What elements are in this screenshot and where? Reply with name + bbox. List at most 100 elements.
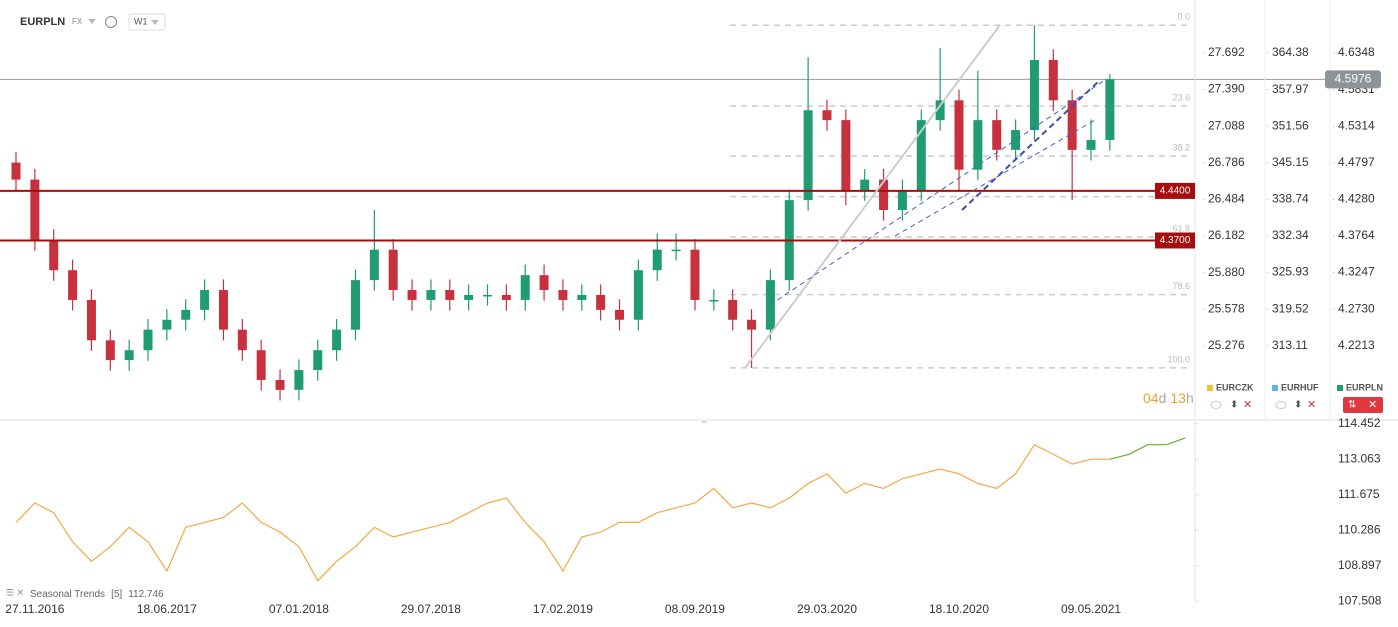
- y-tick-label: 313.11: [1272, 338, 1308, 352]
- y-tick-label: 113.063: [1338, 451, 1381, 465]
- move-icon[interactable]: ⬍: [1294, 400, 1302, 411]
- candle-body: [332, 329, 342, 351]
- candle-body: [313, 350, 323, 371]
- candle-body: [935, 100, 945, 121]
- move-icon[interactable]: ⇅: [1348, 400, 1356, 411]
- candle-body: [350, 280, 360, 330]
- countdown: 04d 13h: [1143, 390, 1194, 406]
- interval-box[interactable]: [128, 13, 166, 31]
- candle-body: [275, 379, 285, 390]
- move-icon[interactable]: ⬍: [1230, 400, 1238, 411]
- close-icon[interactable]: ✕: [1307, 399, 1316, 411]
- market: FX: [72, 17, 83, 26]
- candle-body: [841, 120, 851, 191]
- legend-label: EURPLN: [1346, 382, 1383, 392]
- x-tick-label: 18.06.2017: [137, 602, 197, 616]
- candle-body: [596, 294, 606, 310]
- candle-body: [237, 329, 247, 351]
- y-tick-label: 4.2730: [1338, 301, 1375, 315]
- candle-body: [1048, 59, 1058, 101]
- y-tick-label: 325.93: [1272, 265, 1309, 279]
- indicator-parameter: [5]: [111, 589, 122, 600]
- dropdown-icon[interactable]: [88, 19, 96, 24]
- candle-body: [709, 299, 719, 302]
- y-tick-label: 319.52: [1272, 301, 1309, 315]
- info-icon[interactable]: [105, 16, 117, 28]
- candle-body: [68, 270, 78, 300]
- candle-body: [728, 299, 738, 320]
- eye-icon[interactable]: [1210, 401, 1222, 409]
- panel-icons[interactable]: ☰ ✕: [6, 587, 24, 597]
- legend-label: EURCZK: [1216, 382, 1254, 392]
- trend-line: [894, 119, 1096, 237]
- y-tick-label: 25.578: [1208, 301, 1245, 315]
- y-tick-label: 26.484: [1208, 192, 1245, 206]
- level-tag: [1155, 182, 1195, 199]
- hours-unit: h: [1186, 390, 1194, 406]
- candle-body: [218, 290, 228, 330]
- legend-label: EURHUF: [1281, 382, 1319, 392]
- y-tick-label: 108.897: [1338, 558, 1382, 572]
- candle-body: [143, 329, 153, 351]
- y-tick-label: 27.088: [1208, 118, 1245, 132]
- candle-body: [822, 110, 832, 121]
- legend-swatch: [1207, 385, 1213, 391]
- close-icon[interactable]: ✕: [1243, 399, 1252, 411]
- candle-body: [105, 340, 115, 361]
- y-tick-label: 4.4280: [1338, 192, 1375, 206]
- candle-body: [1086, 139, 1096, 150]
- y-tick-label: 107.508: [1338, 593, 1382, 607]
- candle-body: [256, 350, 266, 380]
- y-tick-label: 114.452: [1338, 416, 1381, 430]
- dropdown-icon[interactable]: [151, 20, 159, 25]
- close-icon[interactable]: ✕: [1368, 399, 1377, 411]
- hours: 13: [1170, 390, 1186, 406]
- fib-label: 0.0: [1177, 12, 1190, 22]
- legend-controls: ⬍ ✕ ⬍ ✕ ⇅ ✕: [1210, 397, 1383, 413]
- resize-handle[interactable]: ‗: [701, 414, 707, 423]
- candle-body: [86, 299, 96, 341]
- level-label: 4.4400: [1160, 186, 1191, 197]
- candle-body: [577, 294, 587, 300]
- y-tick-label: 4.2213: [1338, 338, 1375, 352]
- y-tick-label: 4.3247: [1338, 265, 1375, 279]
- candle-body: [539, 275, 549, 291]
- candle-body: [954, 100, 964, 170]
- active-box[interactable]: [1343, 397, 1383, 413]
- candle-body: [162, 319, 172, 330]
- trend-line: [744, 24, 1001, 369]
- legend-swatch: [1337, 385, 1343, 391]
- x-tick-label: 18.10.2020: [929, 602, 989, 616]
- candle-body: [464, 294, 474, 300]
- x-tick-label: 27.11.2016: [5, 602, 64, 616]
- fib-label: 100.0: [1167, 354, 1190, 364]
- fib-label: 61.8: [1172, 223, 1190, 233]
- candle-body: [426, 290, 436, 300]
- interval: W1: [134, 16, 148, 26]
- candle-body: [860, 179, 870, 191]
- eye-icon[interactable]: [1275, 401, 1287, 409]
- indicator-value: 112.746: [128, 589, 164, 600]
- candle-body: [879, 179, 889, 211]
- candle-body: [747, 319, 757, 330]
- candle-body: [501, 294, 511, 300]
- y-tick-label: 25.880: [1208, 265, 1245, 279]
- x-tick-label: 29.03.2020: [797, 602, 857, 616]
- y-tick-label: 25.276: [1208, 338, 1245, 352]
- last-price-tag: [1325, 70, 1381, 89]
- trend-line: [769, 79, 1106, 306]
- y-tick-label: 27.390: [1208, 82, 1245, 96]
- x-tick-label: 17.02.2019: [533, 602, 593, 616]
- indicator-label: Seasonal Trends [5] 112.746: [30, 589, 164, 600]
- candle-body: [200, 290, 210, 310]
- candle-body: [803, 110, 813, 201]
- y-tick-label: 345.15: [1272, 155, 1309, 169]
- level-tag: [1155, 232, 1195, 249]
- y-tick-label: 26.786: [1208, 155, 1245, 169]
- candle-body: [615, 309, 625, 320]
- x-tick-label: 29.07.2018: [401, 602, 461, 616]
- y-tick-label: 4.5314: [1338, 118, 1375, 132]
- candle-body: [671, 249, 681, 252]
